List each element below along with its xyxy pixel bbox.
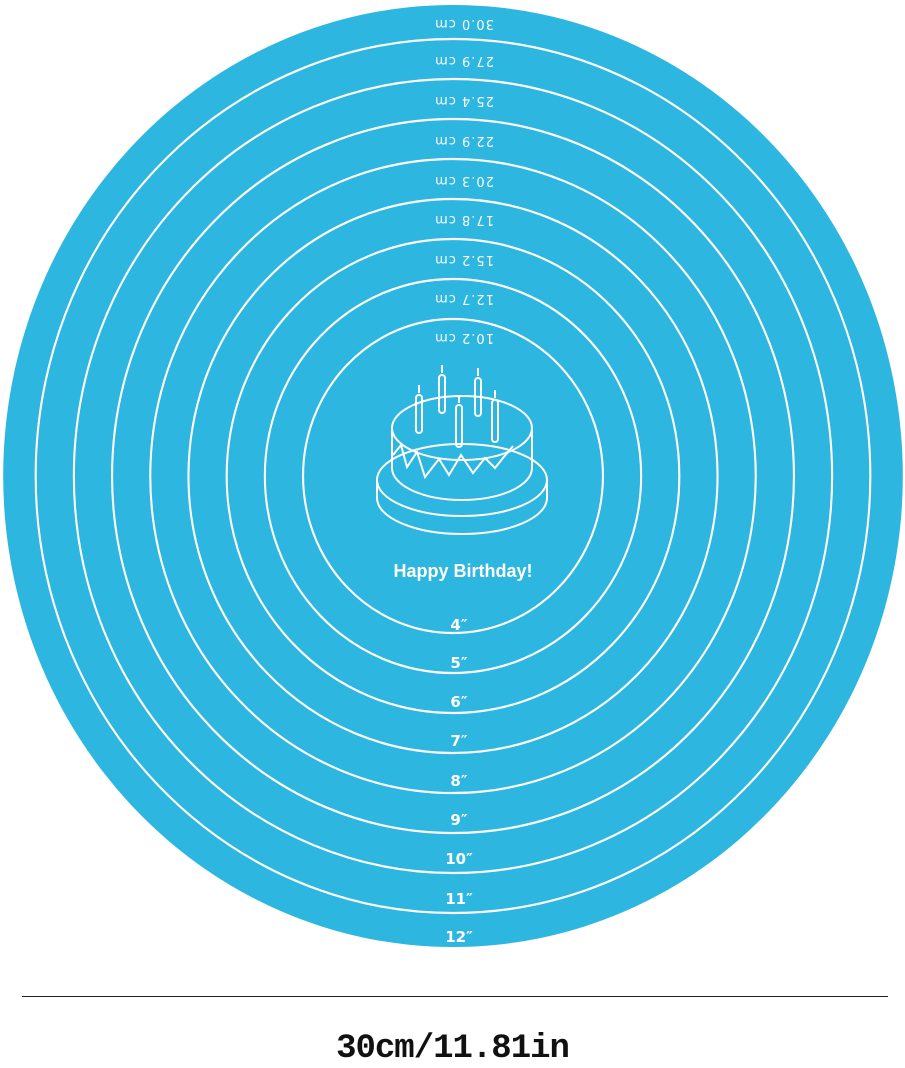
inch-ring-label: 8″ [450, 772, 467, 790]
divider-line [22, 996, 888, 997]
cm-ring-label: 12.7 cm [434, 291, 494, 306]
measurement-ring [72, 77, 834, 875]
measurement-ring [187, 197, 719, 755]
cm-ring-label: 25.4 cm [434, 93, 494, 108]
inch-ring-label: 5″ [450, 654, 467, 672]
measurement-ring [111, 117, 795, 835]
cm-ring-label: 15.2 cm [434, 252, 494, 267]
inch-ring-label: 6″ [450, 693, 467, 711]
cm-ring-label: 30.0 cm [434, 16, 494, 31]
measurement-ring [263, 277, 643, 675]
birthday-cake-icon [376, 365, 548, 535]
inch-ring-label: 9″ [450, 811, 467, 829]
cm-ring-label: 20.3 cm [434, 173, 494, 188]
measurement-ring [302, 317, 604, 635]
cm-ring-label: 27.9 cm [434, 53, 494, 68]
inch-ring-label: 12″ [445, 928, 473, 946]
mat-outer-circle [3, 5, 903, 947]
inch-ring-label: 4″ [450, 616, 467, 634]
greeting-text: Happy Birthday! [393, 561, 532, 581]
inch-ring-label: 11″ [445, 890, 473, 908]
cm-ring-label: 17.8 cm [434, 212, 494, 227]
measurement-ring [225, 237, 681, 715]
size-caption: 30cm/11.81in [336, 1030, 570, 1068]
inch-ring-label: 10″ [445, 850, 473, 868]
cm-ring-label: 22.9 cm [434, 133, 494, 148]
cm-ring-label: 10.2 cm [434, 330, 494, 345]
measurement-ring [149, 157, 757, 795]
inch-ring-label: 7″ [450, 732, 467, 750]
measurement-ring [34, 37, 872, 915]
